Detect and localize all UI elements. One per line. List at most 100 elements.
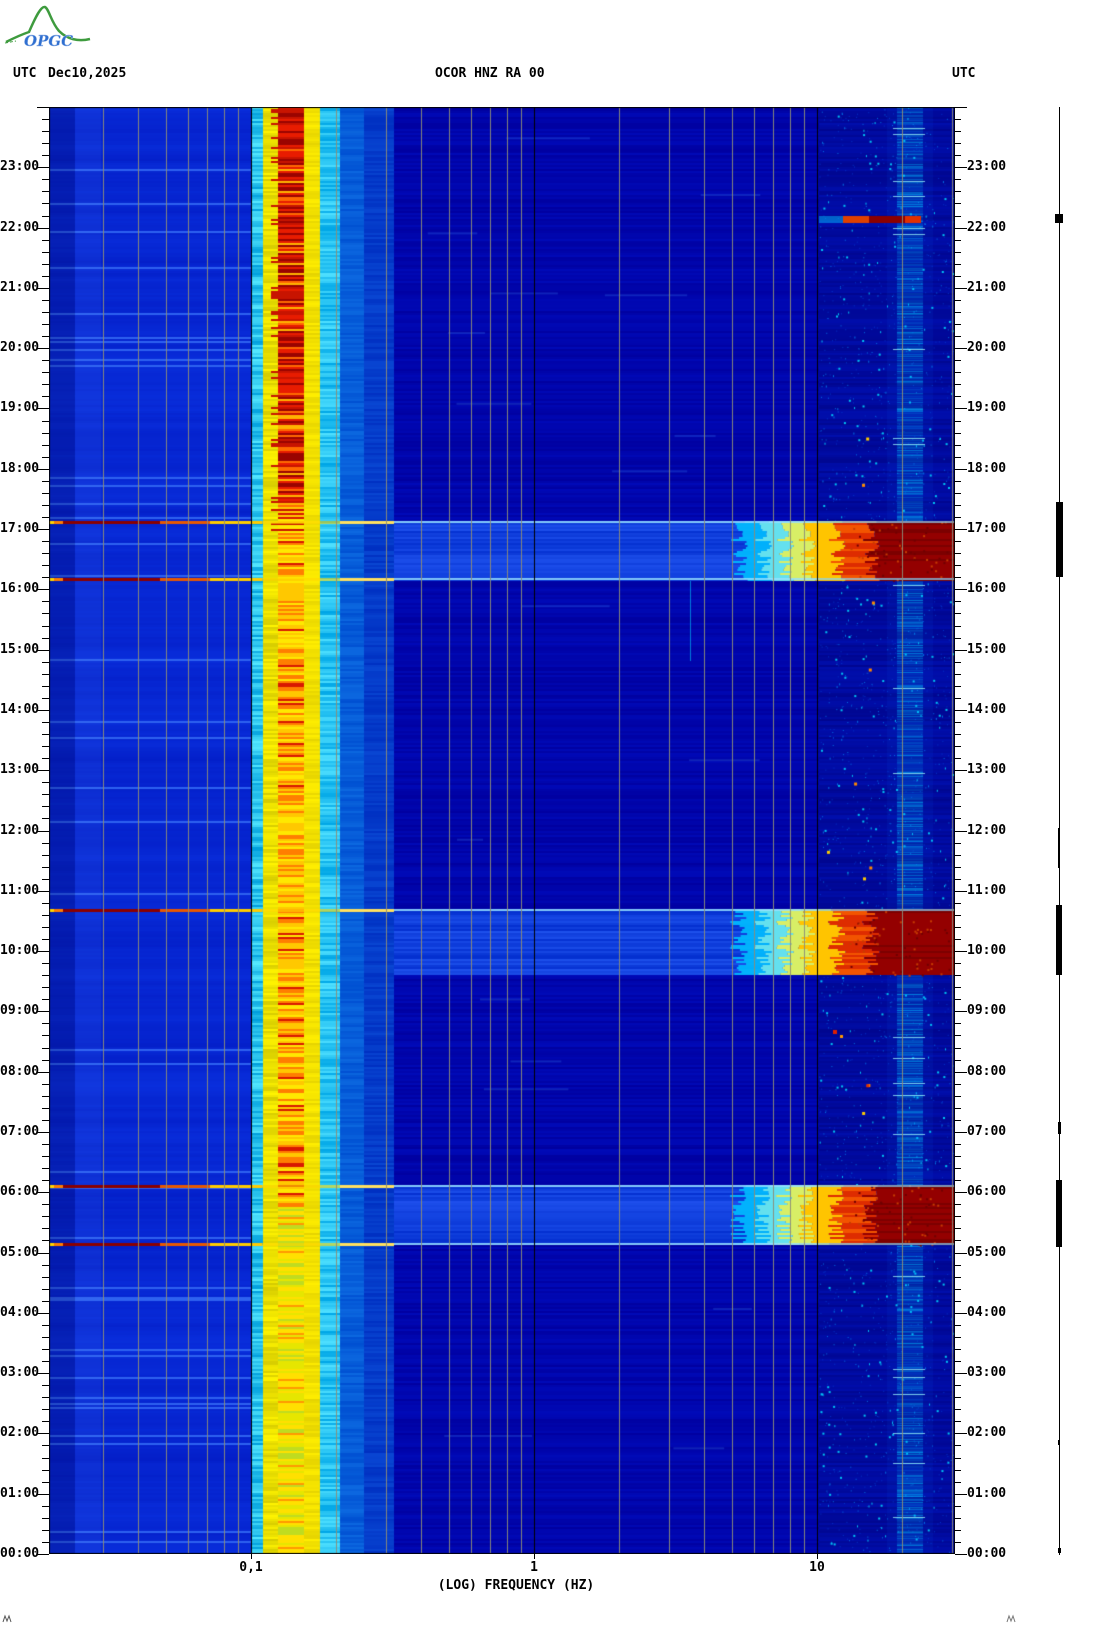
time-tick-left <box>42 1120 49 1121</box>
time-tick-right <box>955 1458 961 1459</box>
time-tick-right <box>955 384 961 385</box>
time-tick-left <box>42 481 49 482</box>
time-tick-left <box>42 396 49 397</box>
time-tick-left <box>42 613 49 614</box>
time-tick-right <box>955 421 961 422</box>
time-tick-left <box>42 1144 49 1145</box>
time-tick-left <box>42 433 49 434</box>
time-tick-right <box>955 843 961 844</box>
time-tick-right <box>955 1301 961 1302</box>
time-tick-left <box>37 770 49 771</box>
time-tick-right <box>955 662 961 663</box>
time-label-left: 00:00 <box>0 1546 40 1561</box>
time-tick-right <box>955 203 961 204</box>
time-tick-left <box>42 903 49 904</box>
time-tick-left <box>42 1108 49 1109</box>
time-label-left: 14:00 <box>0 701 40 717</box>
time-label-left: 21:00 <box>0 279 40 295</box>
time-tick-left <box>42 252 49 253</box>
time-tick-left <box>42 445 49 446</box>
time-tick-left <box>42 1035 49 1036</box>
time-label-right: 14:00 <box>967 701 1007 717</box>
time-tick-left <box>42 1289 49 1290</box>
time-tick-right <box>955 107 967 108</box>
time-tick-left <box>42 746 49 747</box>
time-tick-left <box>42 1337 49 1338</box>
time-tick-right <box>955 1421 961 1422</box>
time-label-right: 21:00 <box>967 279 1007 295</box>
time-tick-right <box>955 1518 961 1519</box>
time-tick-left <box>42 216 49 217</box>
time-tick-right <box>955 517 961 518</box>
time-label-right: 06:00 <box>967 1184 1007 1200</box>
time-tick-left <box>37 1554 49 1555</box>
time-tick-left <box>37 1192 49 1193</box>
time-tick-left <box>42 758 49 759</box>
time-label-left: 11:00 <box>0 882 40 898</box>
trace-event-blip <box>1058 1547 1061 1553</box>
time-label-left: 23:00 <box>0 159 40 175</box>
time-tick-right <box>955 1337 961 1338</box>
time-tick-right <box>955 1108 961 1109</box>
time-tick-right <box>955 360 961 361</box>
time-tick-left <box>37 831 49 832</box>
time-tick-right <box>955 1445 961 1446</box>
freq-tick-mark <box>251 1554 252 1559</box>
time-tick-left <box>42 1240 49 1241</box>
time-label-left: 19:00 <box>0 400 40 416</box>
time-tick-right <box>955 264 961 265</box>
time-tick-right <box>955 1035 961 1036</box>
time-tick-left <box>42 1180 49 1181</box>
time-tick-right <box>955 324 961 325</box>
time-label-right: 05:00 <box>967 1244 1007 1260</box>
time-tick-left <box>42 336 49 337</box>
time-tick-left <box>42 987 49 988</box>
time-tick-right <box>955 1253 967 1254</box>
time-tick-left <box>37 228 49 229</box>
time-tick-left <box>42 360 49 361</box>
time-tick-left <box>42 843 49 844</box>
time-tick-right <box>955 698 961 699</box>
time-label-left: 03:00 <box>0 1365 40 1381</box>
time-tick-left <box>42 698 49 699</box>
time-tick-left <box>37 589 49 590</box>
time-tick-left <box>42 927 49 928</box>
time-tick-left <box>37 1433 49 1434</box>
time-tick-right <box>955 963 961 964</box>
time-label-left: 17:00 <box>0 521 40 537</box>
time-tick-right <box>955 1542 961 1543</box>
time-tick-left <box>42 119 49 120</box>
opgc-logo: OPGC <box>4 5 91 50</box>
time-tick-left <box>42 1397 49 1398</box>
time-tick-left <box>42 1096 49 1097</box>
time-tick-left <box>42 1458 49 1459</box>
time-label-right: 12:00 <box>967 822 1007 838</box>
time-tick-right <box>955 457 961 458</box>
time-tick-right <box>955 746 961 747</box>
time-tick-left <box>37 1313 49 1314</box>
x-axis-title: (LOG) FREQUENCY (HZ) <box>437 1578 595 1593</box>
time-tick-left <box>42 517 49 518</box>
time-tick-right <box>955 191 961 192</box>
time-tick-left <box>42 541 49 542</box>
time-tick-left <box>42 143 49 144</box>
time-tick-right <box>955 336 961 337</box>
time-tick-left <box>42 203 49 204</box>
time-label-left: 16:00 <box>0 581 40 597</box>
freq-tick-mark <box>817 1554 818 1559</box>
time-tick-left <box>42 1048 49 1049</box>
time-label-right: 16:00 <box>967 581 1007 597</box>
time-tick-right <box>955 445 961 446</box>
time-tick-right <box>955 1084 961 1085</box>
time-tick-left <box>42 191 49 192</box>
time-tick-left <box>42 722 49 723</box>
time-tick-right <box>955 1409 961 1410</box>
freq-tick-label: 1 <box>530 1560 538 1575</box>
time-tick-left <box>42 457 49 458</box>
time-label-right: 02:00 <box>967 1425 1007 1441</box>
time-tick-left <box>42 276 49 277</box>
time-tick-right <box>955 276 961 277</box>
time-tick-left <box>42 1228 49 1229</box>
time-tick-right <box>955 300 961 301</box>
time-tick-left <box>37 529 49 530</box>
